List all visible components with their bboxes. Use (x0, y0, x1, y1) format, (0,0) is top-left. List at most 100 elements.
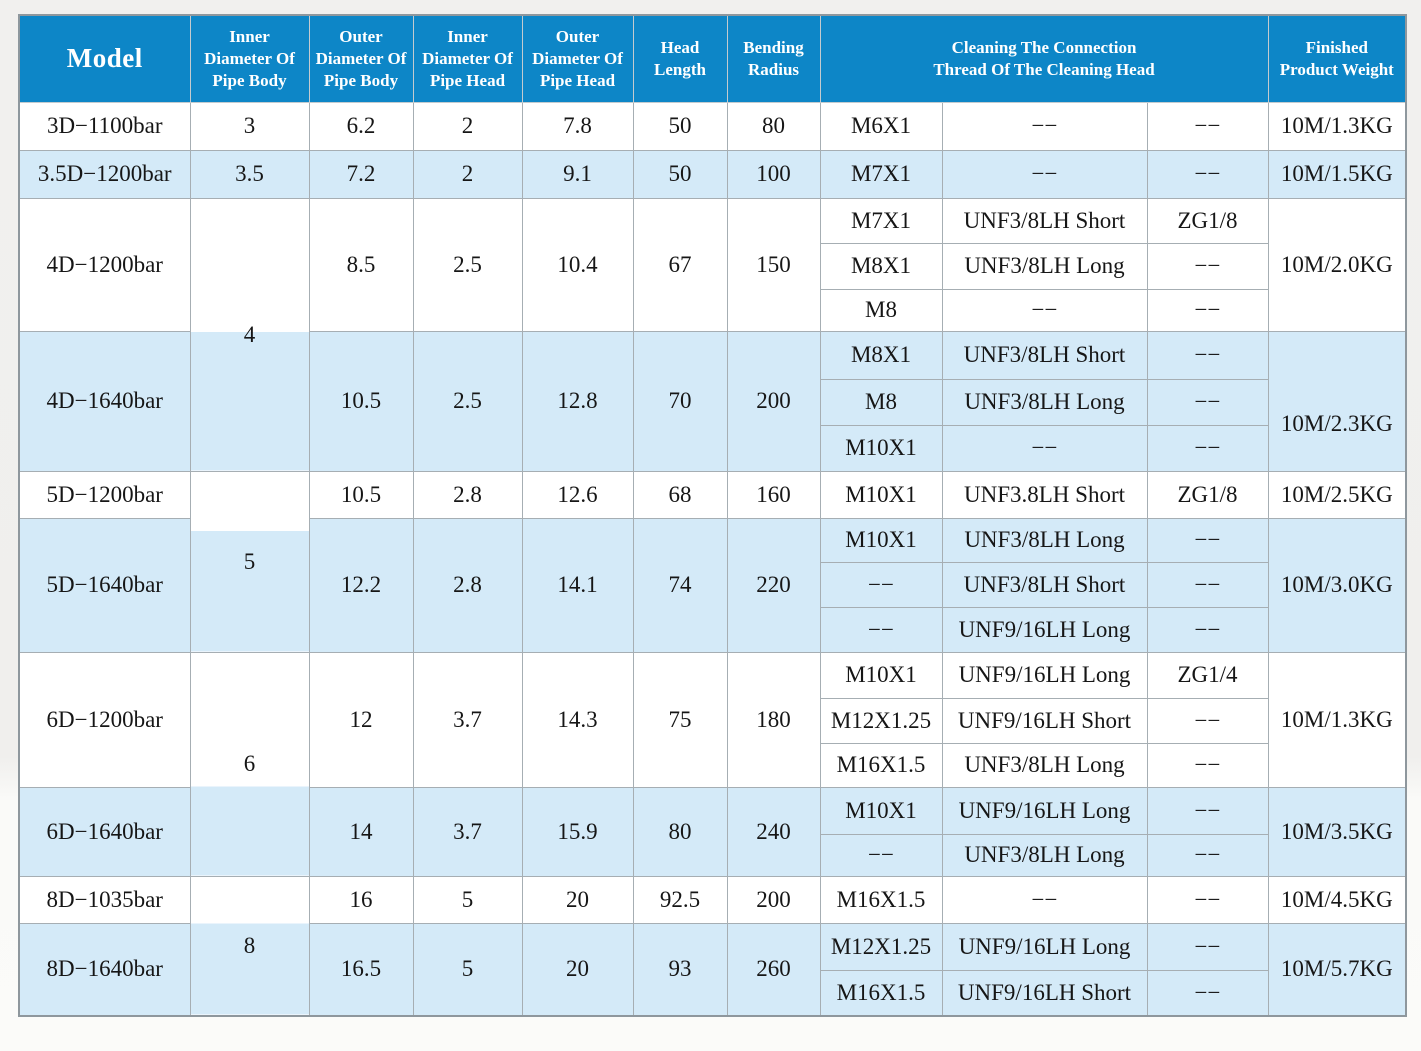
col-header-bending-radius: Bending Radius (726, 14, 821, 103)
table-row: 6D−1200bar 6 12 3.7 14.3 75 180 M10X1 UN… (18, 651, 1407, 877)
table-row: M16X1.5 UNF3/8LH Long −− (19, 742, 1406, 788)
cell-inner-diameter-head: 3.7 (412, 786, 523, 877)
cell-inner-diameter-head: 2.8 (412, 470, 523, 519)
table-row: 8D−1640bar 16.5 5 20 93 260 M12X1.25 UNF… (18, 922, 1407, 1017)
cell-thread-metric: M8X1 (819, 242, 943, 290)
cell-thread-unf: −− (941, 875, 1148, 924)
cell-inner-diameter-head: 2.5 (412, 197, 523, 332)
cell-thread-metric: M8X1 (819, 330, 943, 380)
cell-thread-zg: −− (1146, 288, 1269, 332)
cell-thread-metric: M16X1.5 (819, 742, 943, 788)
cell-thread-zg: −− (1146, 330, 1269, 380)
cell-outer-diameter-head: 12.8 (521, 330, 634, 472)
col-header-outer-diameter-head: Outer Diameter Of Pipe Head (521, 14, 634, 103)
cell-outer-diameter-head: 7.8 (521, 101, 634, 151)
cell-model: 5D−1640bar (18, 517, 191, 653)
table-row: M8X1 UNF3/8LH Long −− (19, 242, 1406, 290)
cell-head-length: 92.5 (632, 875, 728, 924)
cell-thread-zg: ZG1/8 (1146, 470, 1269, 519)
cell-bending-radius: 260 (726, 922, 821, 1017)
cell-product-weight: 10M/4.5KG (1267, 875, 1407, 924)
cell-thread-metric: M10X1 (819, 786, 943, 835)
table-row: 4D−1640bar 10.5 2.5 12.8 70 200 M8X1 UNF… (18, 330, 1407, 472)
merged-inner-diameter: 8 (189, 875, 310, 1017)
cell-model: 5D−1200bar (18, 470, 191, 519)
cell-bending-radius: 100 (726, 149, 821, 199)
cell-inner-diameter-body: 3.5 (189, 149, 310, 199)
cell-thread-unf: UNF9/16LH Long (941, 922, 1148, 971)
cell-product-weight: 10M/2.5KG (1267, 470, 1407, 519)
cell-thread-zg: −− (1146, 786, 1269, 835)
cell-thread-metric: M10X1 (819, 424, 943, 472)
cell-thread-unf: UNF3/8LH Long (941, 742, 1148, 788)
cell-thread-unf: −− (941, 149, 1148, 199)
cell-thread-unf: UNF9/16LH Long (941, 786, 1148, 835)
cell-model: 8D−1640bar (18, 922, 191, 1017)
cell-thread-zg: ZG1/8 (1146, 197, 1269, 244)
cell-thread-metric: M16X1.5 (819, 969, 943, 1017)
cell-outer-diameter-body: 7.2 (308, 149, 414, 199)
cell-thread-zg: −− (1146, 149, 1269, 199)
cell-outer-diameter-body: 16.5 (308, 922, 414, 1017)
cell-inner-diameter-head: 5 (412, 922, 523, 1017)
cell-thread-zg: −− (1146, 922, 1269, 971)
table-row: −− UNF3/8LH Long −− (19, 833, 1406, 877)
cell-outer-diameter-head: 14.3 (521, 651, 634, 788)
cell-thread-zg: −− (1146, 517, 1269, 563)
cell-outer-diameter-body: 12.2 (308, 517, 414, 653)
cell-head-length: 67 (632, 197, 728, 332)
table-row: 4D−1200bar 4 8.5 2.5 10.4 67 150 M7X1 UN… (18, 197, 1407, 472)
cell-model: 6D−1200bar (18, 651, 191, 788)
cell-thread-unf: UNF3/8LH Short (941, 330, 1148, 380)
table-row: M12X1.25 UNF9/16LH Short −− (19, 697, 1406, 744)
cell-outer-diameter-body: 12 (308, 651, 414, 788)
cell-thread-metric: M8 (819, 378, 943, 426)
cell-thread-unf: UNF9/16LH Short (941, 697, 1148, 744)
cell-outer-diameter-head: 20 (521, 922, 634, 1017)
cell-thread-zg: −− (1146, 742, 1269, 788)
cell-outer-diameter-body: 6.2 (308, 101, 414, 151)
cell-thread-zg: −− (1146, 101, 1269, 151)
cell-thread-zg: −− (1146, 969, 1269, 1017)
cell-model: 3.5D−1200bar (18, 149, 191, 199)
cell-product-weight: 10M/5.7KG (1267, 922, 1407, 1017)
cell-thread-metric: M12X1.25 (819, 697, 943, 744)
table-row: M8 UNF3/8LH Long −− (19, 378, 1406, 426)
cell-thread-zg: −− (1146, 875, 1269, 924)
cell-model: 4D−1640bar (18, 330, 191, 472)
cell-bending-radius: 200 (726, 875, 821, 924)
merged-inner-diameter: 5 (189, 470, 310, 653)
cell-head-length: 50 (632, 101, 728, 151)
cell-head-length: 93 (632, 922, 728, 1017)
col-header-model: Model (18, 14, 191, 103)
table-row: M8 −− −− (19, 288, 1406, 332)
cell-thread-metric: M7X1 (819, 149, 943, 199)
cell-outer-diameter-head: 20 (521, 875, 634, 924)
cell-head-length: 80 (632, 786, 728, 877)
cell-thread-unf: −− (941, 288, 1148, 332)
cell-thread-unf: UNF3/8LH Long (941, 378, 1148, 426)
cell-thread-zg: ZG1/4 (1146, 651, 1269, 699)
cell-bending-radius: 150 (726, 197, 821, 332)
cell-thread-unf: −− (941, 101, 1148, 151)
header-row: Model Inner Diameter Of Pipe Body Outer … (18, 14, 1407, 103)
cell-outer-diameter-head: 12.6 (521, 470, 634, 519)
cell-thread-unf: UNF3/8LH Long (941, 517, 1148, 563)
cell-thread-metric: M10X1 (819, 651, 943, 699)
cell-outer-diameter-body: 14 (308, 786, 414, 877)
cell-thread-unf: −− (941, 424, 1148, 472)
table-row: M16X1.5 UNF9/16LH Short −− (19, 969, 1406, 1017)
cell-bending-radius: 220 (726, 517, 821, 653)
cell-model: 6D−1640bar (18, 786, 191, 877)
merged-inner-diameter: 4 (189, 197, 310, 472)
cell-outer-diameter-body: 10.5 (308, 330, 414, 472)
cell-head-length: 74 (632, 517, 728, 653)
cell-model: 4D−1200bar (18, 197, 191, 332)
cell-model: 8D−1035bar (18, 875, 191, 924)
cell-bending-radius: 240 (726, 786, 821, 877)
table-row: 8D−1035bar 8 16 5 20 92.5 200 M16X1.5 −−… (18, 875, 1407, 1017)
cell-thread-zg: −− (1146, 424, 1269, 472)
cell-thread-unf: UNF3.8LH Short (941, 470, 1148, 519)
cell-head-length: 68 (632, 470, 728, 519)
cell-inner-diameter-head: 2.8 (412, 517, 523, 653)
